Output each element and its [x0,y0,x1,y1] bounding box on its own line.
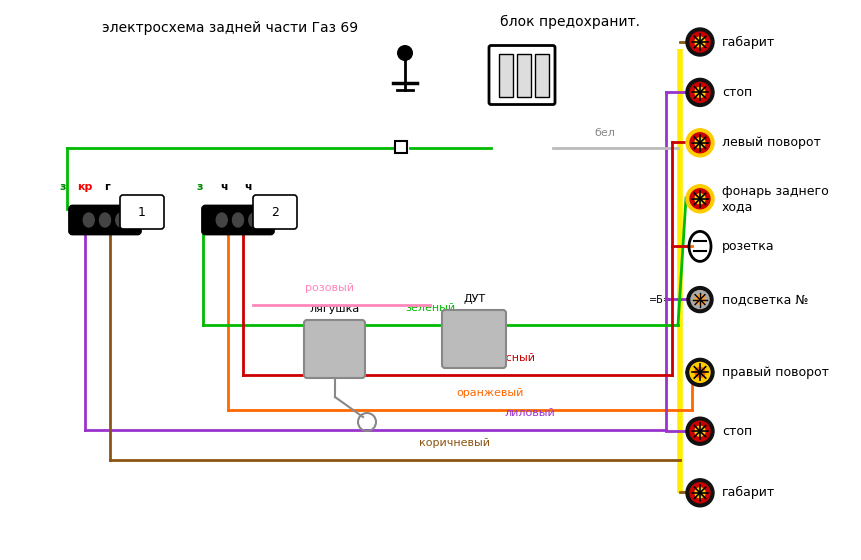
Text: левый поворот: левый поворот [722,136,821,150]
Text: =Б=: =Б= [649,295,672,305]
Ellipse shape [686,129,714,157]
Text: коричневый: коричневый [419,438,491,448]
Text: ч: ч [245,182,251,192]
Text: 2: 2 [271,206,279,218]
Ellipse shape [690,82,710,102]
Ellipse shape [686,417,714,445]
Ellipse shape [695,488,705,498]
Text: з: з [197,182,203,192]
Ellipse shape [695,138,705,148]
FancyBboxPatch shape [253,195,297,229]
FancyBboxPatch shape [120,195,164,229]
Text: кр: кр [77,182,93,192]
Ellipse shape [686,28,714,56]
Text: стоп: стоп [722,86,753,99]
Ellipse shape [232,213,244,227]
Text: бел: бел [595,128,616,138]
Ellipse shape [695,194,705,204]
FancyBboxPatch shape [499,54,513,96]
Ellipse shape [695,367,705,377]
Ellipse shape [687,287,713,312]
FancyBboxPatch shape [535,54,549,96]
Text: правый поворот: правый поворот [722,366,829,379]
Text: 1: 1 [138,206,146,218]
Text: электросхема задней части Газ 69: электросхема задней части Газ 69 [102,21,358,35]
Text: фонарь заднего
хода: фонарь заднего хода [722,185,829,213]
Text: стоп: стоп [722,424,753,438]
Ellipse shape [686,358,714,386]
Ellipse shape [686,185,714,213]
Text: подсветка №: подсветка № [722,293,808,306]
Text: красный: красный [485,353,535,363]
Ellipse shape [115,213,127,227]
Text: з: з [59,182,66,192]
Ellipse shape [84,213,94,227]
Ellipse shape [695,87,705,97]
Ellipse shape [695,295,705,305]
FancyBboxPatch shape [70,206,140,234]
Ellipse shape [100,213,110,227]
Ellipse shape [695,37,705,47]
FancyBboxPatch shape [517,54,531,96]
FancyBboxPatch shape [304,320,365,378]
Text: г: г [104,182,110,192]
Ellipse shape [690,362,710,382]
Circle shape [397,45,413,61]
Ellipse shape [216,213,227,227]
FancyBboxPatch shape [442,310,506,368]
FancyBboxPatch shape [202,206,274,234]
Text: ч: ч [220,182,228,192]
Ellipse shape [690,483,710,503]
Text: оранжевый: оранжевый [456,388,523,398]
Ellipse shape [690,421,710,441]
Text: розетка: розетка [722,240,775,253]
Text: блок предохранит.: блок предохранит. [500,15,640,29]
FancyBboxPatch shape [395,141,407,153]
Ellipse shape [690,32,710,52]
Ellipse shape [695,426,705,436]
Ellipse shape [686,479,714,507]
Text: розовый: розовый [306,283,355,293]
Ellipse shape [686,78,714,106]
Ellipse shape [690,189,710,209]
Text: лягушка: лягушка [310,304,360,314]
Text: ДУТ: ДУТ [464,294,486,304]
Ellipse shape [691,291,709,309]
FancyBboxPatch shape [489,45,555,105]
Ellipse shape [249,213,260,227]
Text: габарит: габарит [722,486,775,500]
Text: габарит: габарит [722,35,775,49]
Text: лиловый: лиловый [505,408,555,418]
Ellipse shape [690,133,710,153]
Text: зеленый: зеленый [405,303,455,313]
